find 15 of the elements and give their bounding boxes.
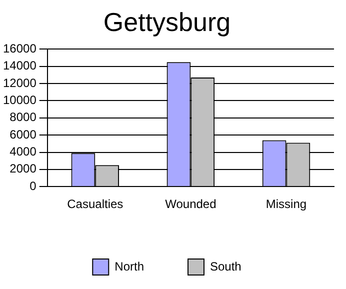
y-tick-label: 14000 <box>2 58 37 73</box>
x-tick-label: Missing <box>266 197 307 212</box>
x-tick-label: Wounded <box>165 197 216 212</box>
y-tick-label: 10000 <box>2 93 37 108</box>
y-tick-label: 8000 <box>10 110 37 124</box>
legend-label: South <box>210 259 242 274</box>
x-tick-label: Casualties <box>67 197 124 212</box>
y-tick-label: 0 <box>30 178 37 193</box>
y-tick-label: 12000 <box>2 76 37 90</box>
y-tick-label: 6000 <box>10 127 37 142</box>
y-tick-label: 16000 <box>2 42 37 56</box>
y-tick-label: 4000 <box>10 144 37 159</box>
y-tick-label: 2000 <box>10 162 37 176</box>
chart-title: Gettysburg <box>103 6 231 37</box>
legend-label: North <box>114 259 144 274</box>
